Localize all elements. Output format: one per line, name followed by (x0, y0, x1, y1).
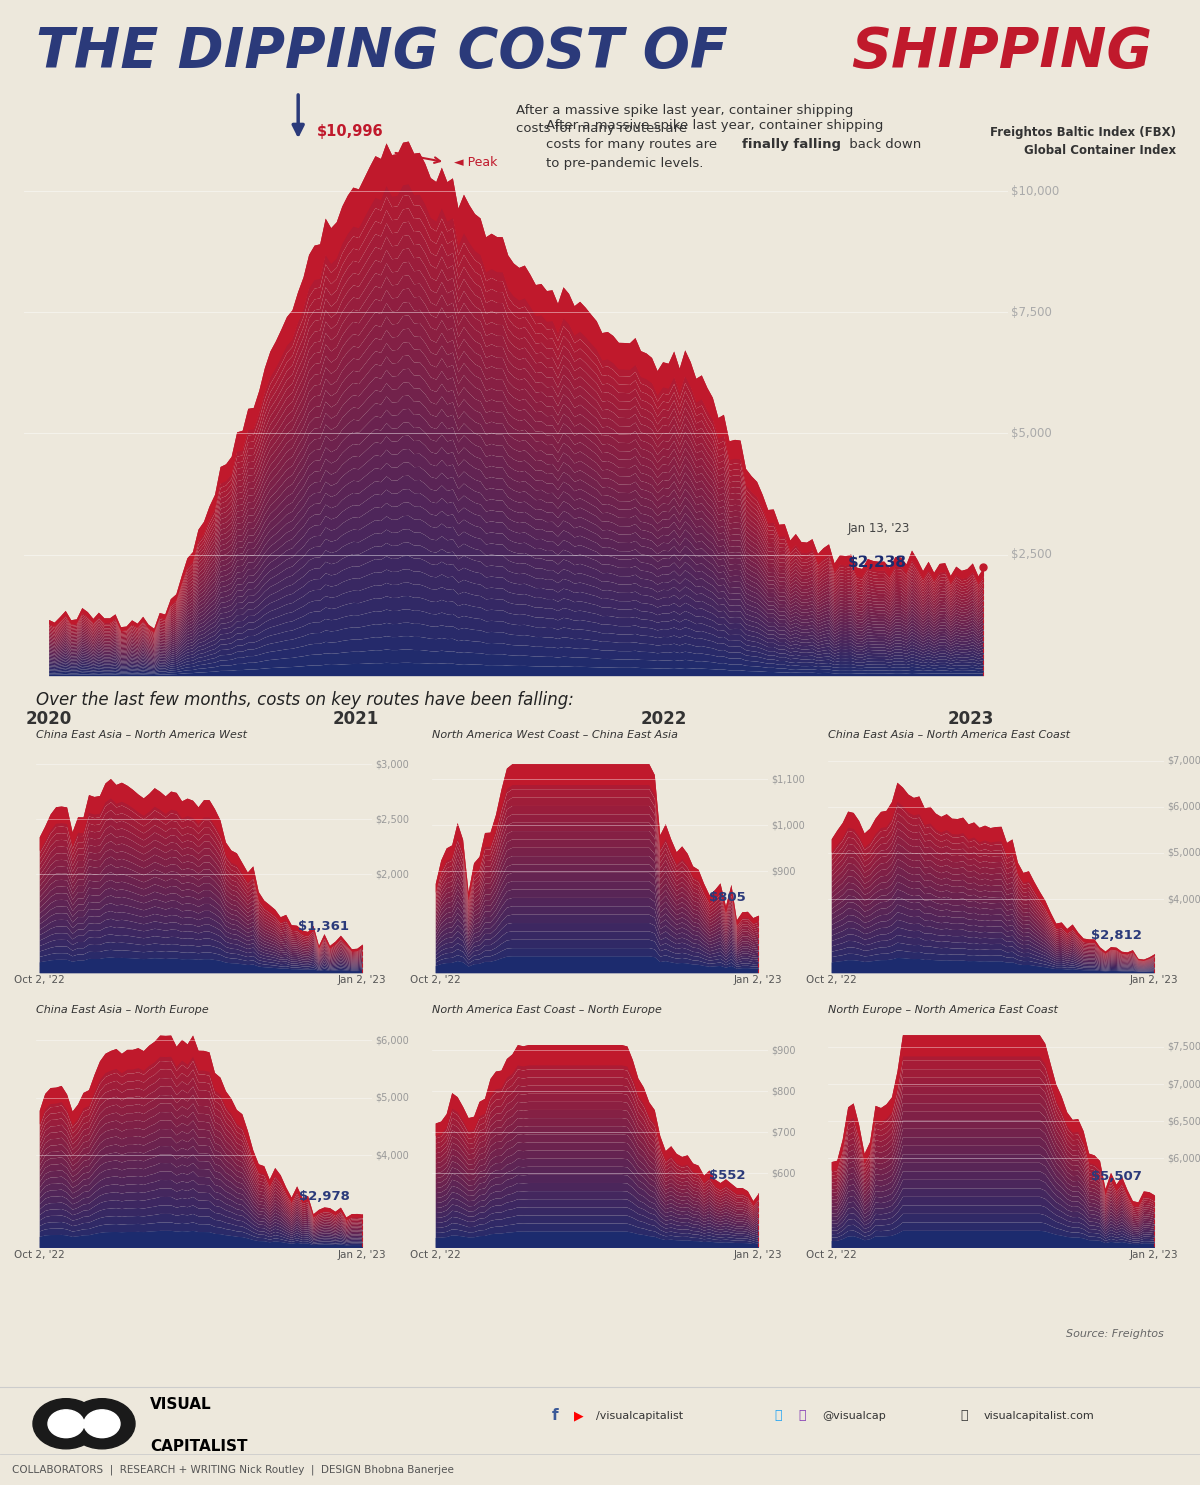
Text: $1,361: $1,361 (299, 919, 349, 933)
Text: North America East Coast – North Europe: North America East Coast – North Europe (432, 1005, 662, 1016)
Text: THE DIPPING COST OF: THE DIPPING COST OF (36, 25, 746, 79)
Text: $5,507: $5,507 (1091, 1170, 1141, 1184)
Text: China East Asia – North America East Coast: China East Asia – North America East Coa… (828, 731, 1070, 741)
Text: CAPITALIST: CAPITALIST (150, 1439, 247, 1454)
Text: $7,500: $7,500 (1012, 306, 1052, 319)
Text: $5,000: $5,000 (1012, 426, 1052, 440)
Text: costs for many routes are: costs for many routes are (516, 168, 691, 181)
Text: $6,000: $6,000 (1168, 1154, 1200, 1163)
Text: visualcapitalist.com: visualcapitalist.com (984, 1411, 1094, 1421)
Text: $7,500: $7,500 (1168, 1042, 1200, 1051)
Text: 2021: 2021 (332, 710, 379, 728)
Text: Jan 13, '23: Jan 13, '23 (848, 523, 911, 535)
Text: 2023: 2023 (948, 710, 995, 728)
Text: $4,000: $4,000 (1168, 894, 1200, 904)
Text: $2,500: $2,500 (1012, 548, 1052, 561)
Ellipse shape (34, 1399, 98, 1449)
Text: $6,500: $6,500 (1168, 1117, 1200, 1126)
Text: $5,000: $5,000 (1168, 848, 1200, 858)
Text: ▶: ▶ (574, 1409, 583, 1423)
Text: $900: $900 (772, 1045, 796, 1056)
Text: to pre-pandemic levels.: to pre-pandemic levels. (546, 157, 703, 171)
Text: $10,000: $10,000 (1012, 184, 1060, 198)
Text: ◄ Peak: ◄ Peak (455, 156, 498, 169)
Text: $1,100: $1,100 (772, 774, 805, 784)
Text: 📷: 📷 (798, 1409, 805, 1423)
Ellipse shape (48, 1409, 84, 1437)
Text: North Europe – North America East Coast: North Europe – North America East Coast (828, 1005, 1058, 1016)
Text: Source: Freightos: Source: Freightos (1067, 1329, 1164, 1339)
Text: China East Asia – North Europe: China East Asia – North Europe (36, 1005, 209, 1016)
Text: costs for many routes are: costs for many routes are (546, 138, 721, 151)
Text: $1,000: $1,000 (772, 820, 805, 830)
Text: Over the last few months, costs on key routes have been falling:: Over the last few months, costs on key r… (36, 691, 574, 708)
Text: $4,000: $4,000 (376, 1151, 409, 1160)
Text: $10,996: $10,996 (317, 125, 384, 140)
Text: China East Asia – North America West: China East Asia – North America West (36, 731, 247, 741)
Text: 🔗: 🔗 (960, 1409, 967, 1423)
Text: $6,000: $6,000 (376, 1035, 409, 1045)
Ellipse shape (84, 1409, 120, 1437)
Text: $600: $600 (772, 1169, 796, 1179)
Text: $552: $552 (709, 1169, 745, 1182)
Text: 🐦: 🐦 (774, 1409, 781, 1423)
Text: $7,000: $7,000 (1168, 1080, 1200, 1089)
Text: finally falling: finally falling (742, 138, 840, 151)
Text: COLLABORATORS  |  RESEARCH + WRITING Nick Routley  |  DESIGN Bhobna Banerjee: COLLABORATORS | RESEARCH + WRITING Nick … (12, 1464, 454, 1475)
Text: $6,000: $6,000 (1168, 802, 1200, 812)
Ellipse shape (70, 1399, 134, 1449)
Text: 2022: 2022 (641, 710, 686, 728)
Text: $3,000: $3,000 (376, 759, 409, 769)
Text: SHIPPING: SHIPPING (851, 25, 1152, 79)
Text: f: f (552, 1408, 559, 1424)
Text: $7,000: $7,000 (1168, 756, 1200, 766)
Text: /visualcapitalist: /visualcapitalist (596, 1411, 684, 1421)
Text: $800: $800 (772, 1086, 796, 1096)
Text: $5,000: $5,000 (376, 1093, 409, 1103)
Text: $805: $805 (709, 891, 745, 903)
Text: $2,238: $2,238 (848, 554, 907, 570)
Text: North America West Coast – China East Asia: North America West Coast – China East As… (432, 731, 678, 741)
Text: back down: back down (845, 138, 922, 151)
Text: Freightos Baltic Index (FBX)
Global Container Index: Freightos Baltic Index (FBX) Global Cont… (990, 126, 1176, 156)
Text: $900: $900 (772, 866, 796, 876)
Text: $700: $700 (772, 1127, 796, 1138)
Text: $2,500: $2,500 (376, 814, 409, 824)
Text: $2,000: $2,000 (376, 869, 409, 879)
Text: $2,978: $2,978 (299, 1189, 349, 1203)
Text: 2020: 2020 (25, 710, 72, 728)
Text: $2,812: $2,812 (1091, 930, 1141, 941)
Text: After a massive spike last year, container shipping: After a massive spike last year, contain… (546, 119, 883, 132)
Text: @visualcap: @visualcap (822, 1411, 886, 1421)
Text: VISUAL: VISUAL (150, 1397, 211, 1412)
Text: After a massive spike last year, container shipping
costs for many routes are: After a massive spike last year, contain… (516, 104, 853, 135)
